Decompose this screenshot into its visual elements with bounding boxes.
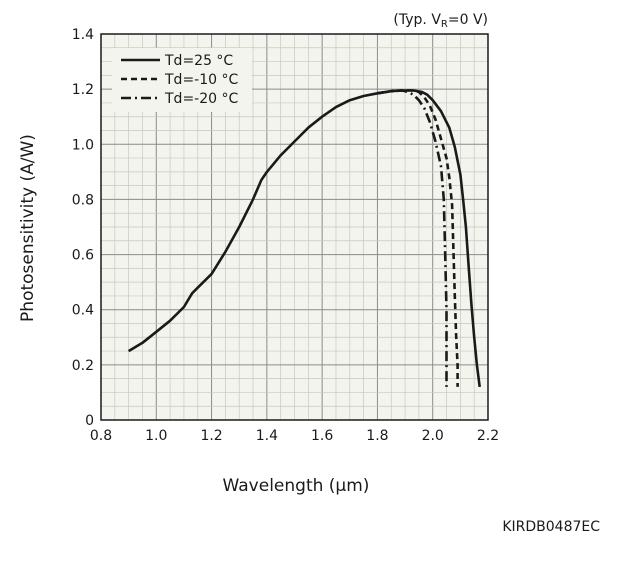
plot-frame xyxy=(100,33,489,421)
legend-label: Td=-20 °C xyxy=(164,91,238,107)
condition-prefix: (Typ. V xyxy=(393,12,441,28)
x-tick-label: 2.2 xyxy=(477,428,499,444)
legend-label: Td=25 °C xyxy=(164,53,233,69)
y-tick-label: 0.4 xyxy=(72,303,94,319)
x-tick-label: 1.2 xyxy=(200,428,222,444)
series-line-solid xyxy=(127,89,481,388)
axis-ticks: 0.8 1.0 1.2 1.4 1.6 1.8 2.0 2.2 0 0.2 0.4 0.6 0.8 1.0… xyxy=(72,27,499,444)
y-tick-label: 1.2 xyxy=(72,82,94,98)
y-tick-label: 0.6 xyxy=(72,248,94,264)
y-tick-label: 0.8 xyxy=(72,192,94,208)
series-line-dashed xyxy=(377,88,459,387)
condition-suffix: =0 V) xyxy=(448,12,488,28)
y-tick-label: 1.0 xyxy=(72,137,94,153)
x-tick-label: 1.6 xyxy=(311,428,333,444)
condition-subscript: R xyxy=(441,19,448,30)
y-tick-label: 1.4 xyxy=(72,27,94,43)
x-tick-label: 1.0 xyxy=(145,428,167,444)
x-tick-label: 1.8 xyxy=(366,428,388,444)
figure-code: KIRDB0487EC xyxy=(502,519,600,535)
x-tick-label: 2.0 xyxy=(422,428,444,444)
y-axis-title: Photosensitivity (A/W) xyxy=(18,134,38,322)
series-line-dashdot xyxy=(377,89,448,387)
x-tick-label: 0.8 xyxy=(90,428,112,444)
legend: Td=25 °C Td=-10 °C Td=-20 °C xyxy=(112,48,252,112)
x-tick-label: 1.4 xyxy=(256,428,278,444)
legend-label: Td=-10 °C xyxy=(164,72,238,88)
y-tick-label: 0 xyxy=(85,413,94,429)
y-tick-label: 0.2 xyxy=(72,358,94,374)
x-axis-title: Wavelength (μm) xyxy=(223,476,370,496)
series-layer xyxy=(127,88,481,388)
measurement-condition: (Typ. VR=0 V) xyxy=(393,12,488,30)
